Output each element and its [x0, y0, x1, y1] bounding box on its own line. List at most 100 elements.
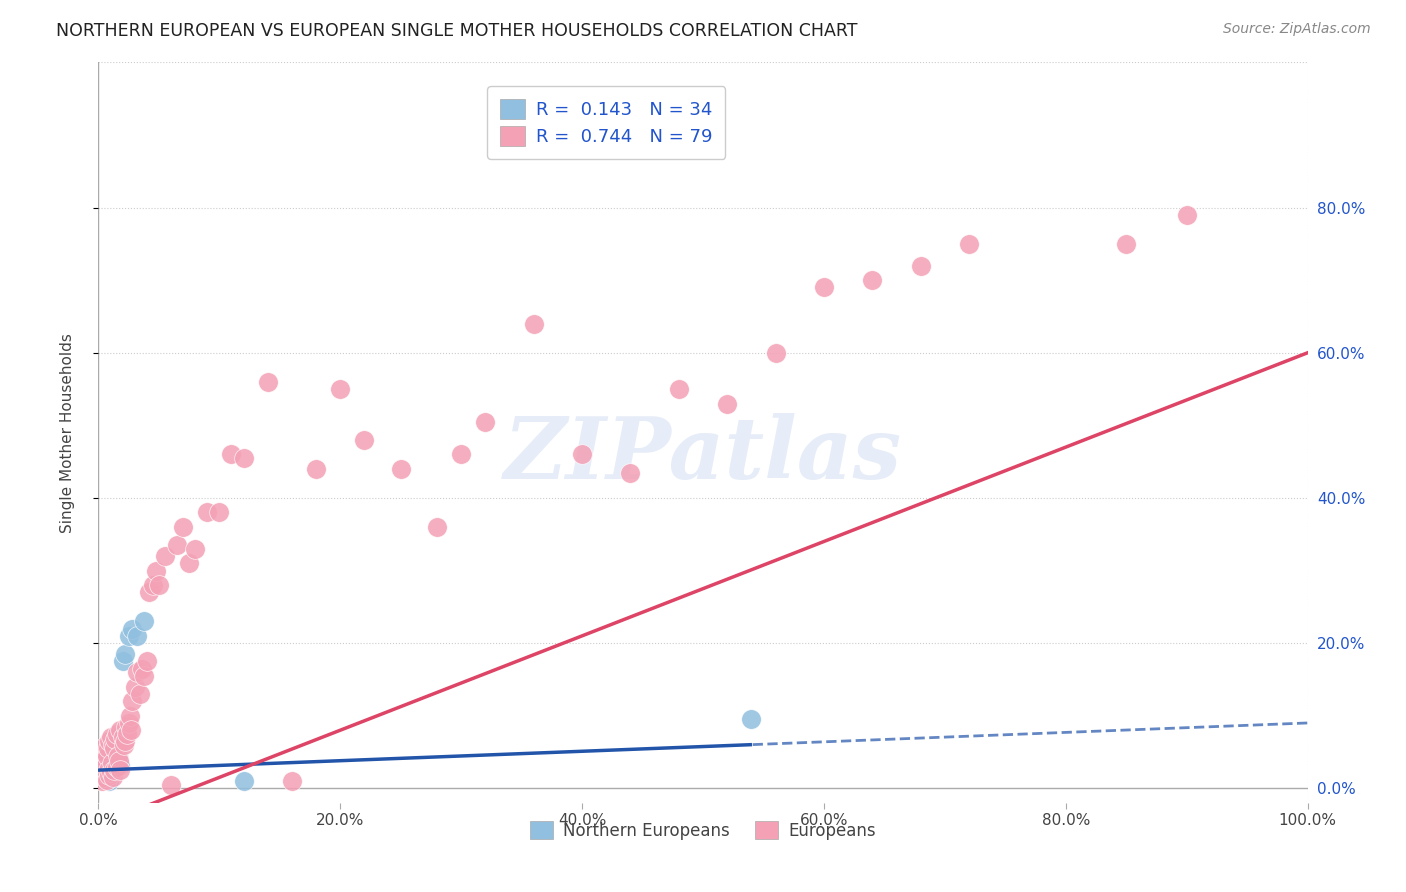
Point	[121, 622, 143, 636]
Point	[114, 647, 136, 661]
Point	[142, 578, 165, 592]
Point	[668, 382, 690, 396]
Y-axis label: Single Mother Households: Single Mother Households	[60, 333, 75, 533]
Point	[740, 712, 762, 726]
Point	[97, 741, 120, 756]
Point	[716, 396, 738, 410]
Text: NORTHERN EUROPEAN VS EUROPEAN SINGLE MOTHER HOUSEHOLDS CORRELATION CHART: NORTHERN EUROPEAN VS EUROPEAN SINGLE MOT…	[56, 22, 858, 40]
Point	[128, 687, 150, 701]
Point	[115, 720, 138, 734]
Point	[93, 756, 115, 770]
Point	[89, 766, 111, 780]
Point	[619, 466, 641, 480]
Point	[281, 774, 304, 789]
Point	[910, 259, 932, 273]
Point	[153, 549, 176, 563]
Point	[184, 541, 207, 556]
Point	[111, 654, 134, 668]
Point	[91, 752, 114, 766]
Point	[91, 774, 114, 789]
Point	[111, 731, 134, 745]
Point	[100, 756, 122, 770]
Point	[121, 694, 143, 708]
Point	[160, 778, 183, 792]
Point	[100, 754, 122, 768]
Point	[97, 761, 120, 775]
Point	[450, 447, 472, 461]
Point	[93, 765, 115, 780]
Point	[105, 727, 128, 741]
Point	[195, 506, 218, 520]
Point	[101, 745, 124, 759]
Point	[89, 759, 111, 773]
Point	[474, 415, 496, 429]
Point	[166, 538, 188, 552]
Point	[94, 754, 117, 768]
Point	[426, 520, 449, 534]
Point	[98, 758, 121, 772]
Point	[860, 273, 883, 287]
Point	[112, 738, 135, 752]
Point	[120, 723, 142, 738]
Point	[232, 450, 254, 465]
Point	[108, 754, 131, 768]
Point	[127, 629, 149, 643]
Point	[957, 236, 980, 251]
Point	[118, 629, 141, 643]
Point	[103, 756, 125, 770]
Point	[93, 771, 115, 785]
Point	[232, 774, 254, 789]
Point	[101, 738, 124, 752]
Point	[96, 748, 118, 763]
Point	[256, 375, 278, 389]
Point	[101, 771, 124, 785]
Point	[98, 774, 121, 789]
Point	[105, 741, 128, 756]
Point	[93, 745, 115, 759]
Point	[329, 382, 352, 396]
Point	[104, 761, 127, 775]
Point	[118, 715, 141, 730]
Point	[100, 763, 122, 777]
Point	[134, 615, 156, 629]
Point	[103, 741, 125, 756]
Point	[118, 708, 141, 723]
Text: ZIPatlas: ZIPatlas	[503, 413, 903, 497]
Point	[135, 654, 157, 668]
Point	[172, 520, 194, 534]
Point	[108, 763, 131, 777]
Point	[107, 748, 129, 763]
Point	[221, 447, 243, 461]
Text: Source: ZipAtlas.com: Source: ZipAtlas.com	[1223, 22, 1371, 37]
Point	[148, 578, 170, 592]
Point	[134, 669, 156, 683]
Point	[105, 759, 128, 773]
Point	[523, 317, 546, 331]
Point	[94, 766, 117, 780]
Point	[1115, 236, 1137, 251]
Point	[108, 723, 131, 738]
Point	[107, 747, 129, 761]
Point	[94, 771, 117, 785]
Point	[114, 734, 136, 748]
Point	[100, 765, 122, 780]
Point	[97, 751, 120, 765]
Point	[91, 768, 114, 782]
Point	[108, 752, 131, 766]
Point	[100, 748, 122, 763]
Point	[765, 345, 787, 359]
Point	[305, 462, 328, 476]
Point	[108, 758, 131, 772]
Point	[98, 734, 121, 748]
Point	[389, 462, 412, 476]
Point	[96, 772, 118, 787]
Point	[101, 759, 124, 773]
Point	[100, 766, 122, 780]
Point	[117, 727, 139, 741]
Point	[96, 763, 118, 777]
Point	[90, 763, 112, 777]
Point	[94, 738, 117, 752]
Point	[145, 564, 167, 578]
Point	[127, 665, 149, 680]
Point	[813, 280, 835, 294]
